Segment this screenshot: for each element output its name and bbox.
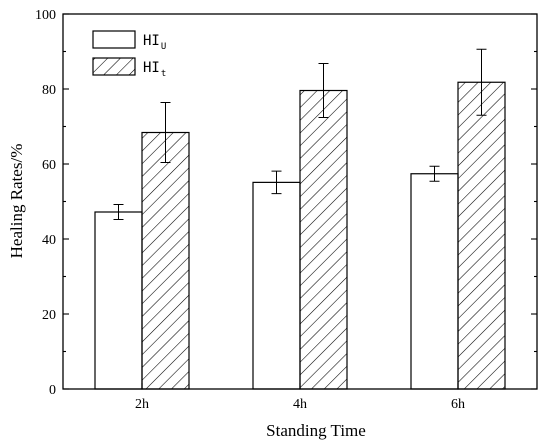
- y-tick-label: 20: [42, 308, 56, 323]
- y-tick-label: 40: [42, 233, 56, 248]
- bar-U-6h: [410, 173, 459, 390]
- error-bars-layer: [113, 48, 487, 220]
- x-axis: 2h 4h 6h: [135, 383, 465, 412]
- bar-t-6h: [457, 81, 506, 390]
- legend-label: HIt: [143, 60, 166, 79]
- bar-U-2h: [94, 211, 143, 390]
- legend-swatch: [92, 57, 136, 76]
- y-axis-title: Healing Rates/%: [7, 144, 26, 259]
- x-tick-label: 2h: [135, 397, 149, 412]
- bar-U-4h: [252, 181, 301, 390]
- y-tick-label: 100: [35, 8, 56, 23]
- bars-layer: [94, 81, 506, 390]
- legend: HIU HIt: [92, 30, 166, 79]
- bar-t-4h: [299, 89, 348, 390]
- y-axis: 0 20 40 60 80 100: [35, 8, 537, 398]
- y-tick-label: 80: [42, 83, 56, 98]
- legend-label: HIU: [143, 33, 166, 52]
- y-tick-label: 60: [42, 158, 56, 173]
- x-axis-title: Standing Time: [266, 421, 366, 440]
- legend-swatch: [92, 30, 136, 49]
- x-tick-label: 6h: [451, 397, 465, 412]
- bar-t-2h: [141, 131, 190, 390]
- x-tick-label: 4h: [293, 397, 307, 412]
- y-tick-label: 0: [49, 383, 56, 398]
